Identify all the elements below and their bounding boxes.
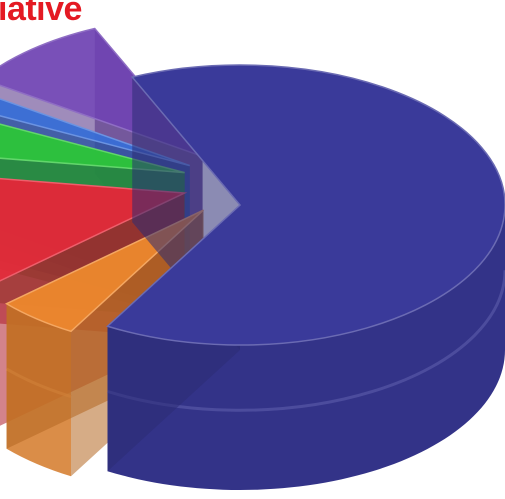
heading-text: iative (0, 0, 82, 28)
pie-slice-top (0, 123, 185, 174)
pie-slice-band (107, 270, 505, 412)
pie-slice-1 (106, 64, 505, 491)
pie-slice-side (107, 205, 505, 491)
pie-slice-wall (6, 210, 204, 449)
